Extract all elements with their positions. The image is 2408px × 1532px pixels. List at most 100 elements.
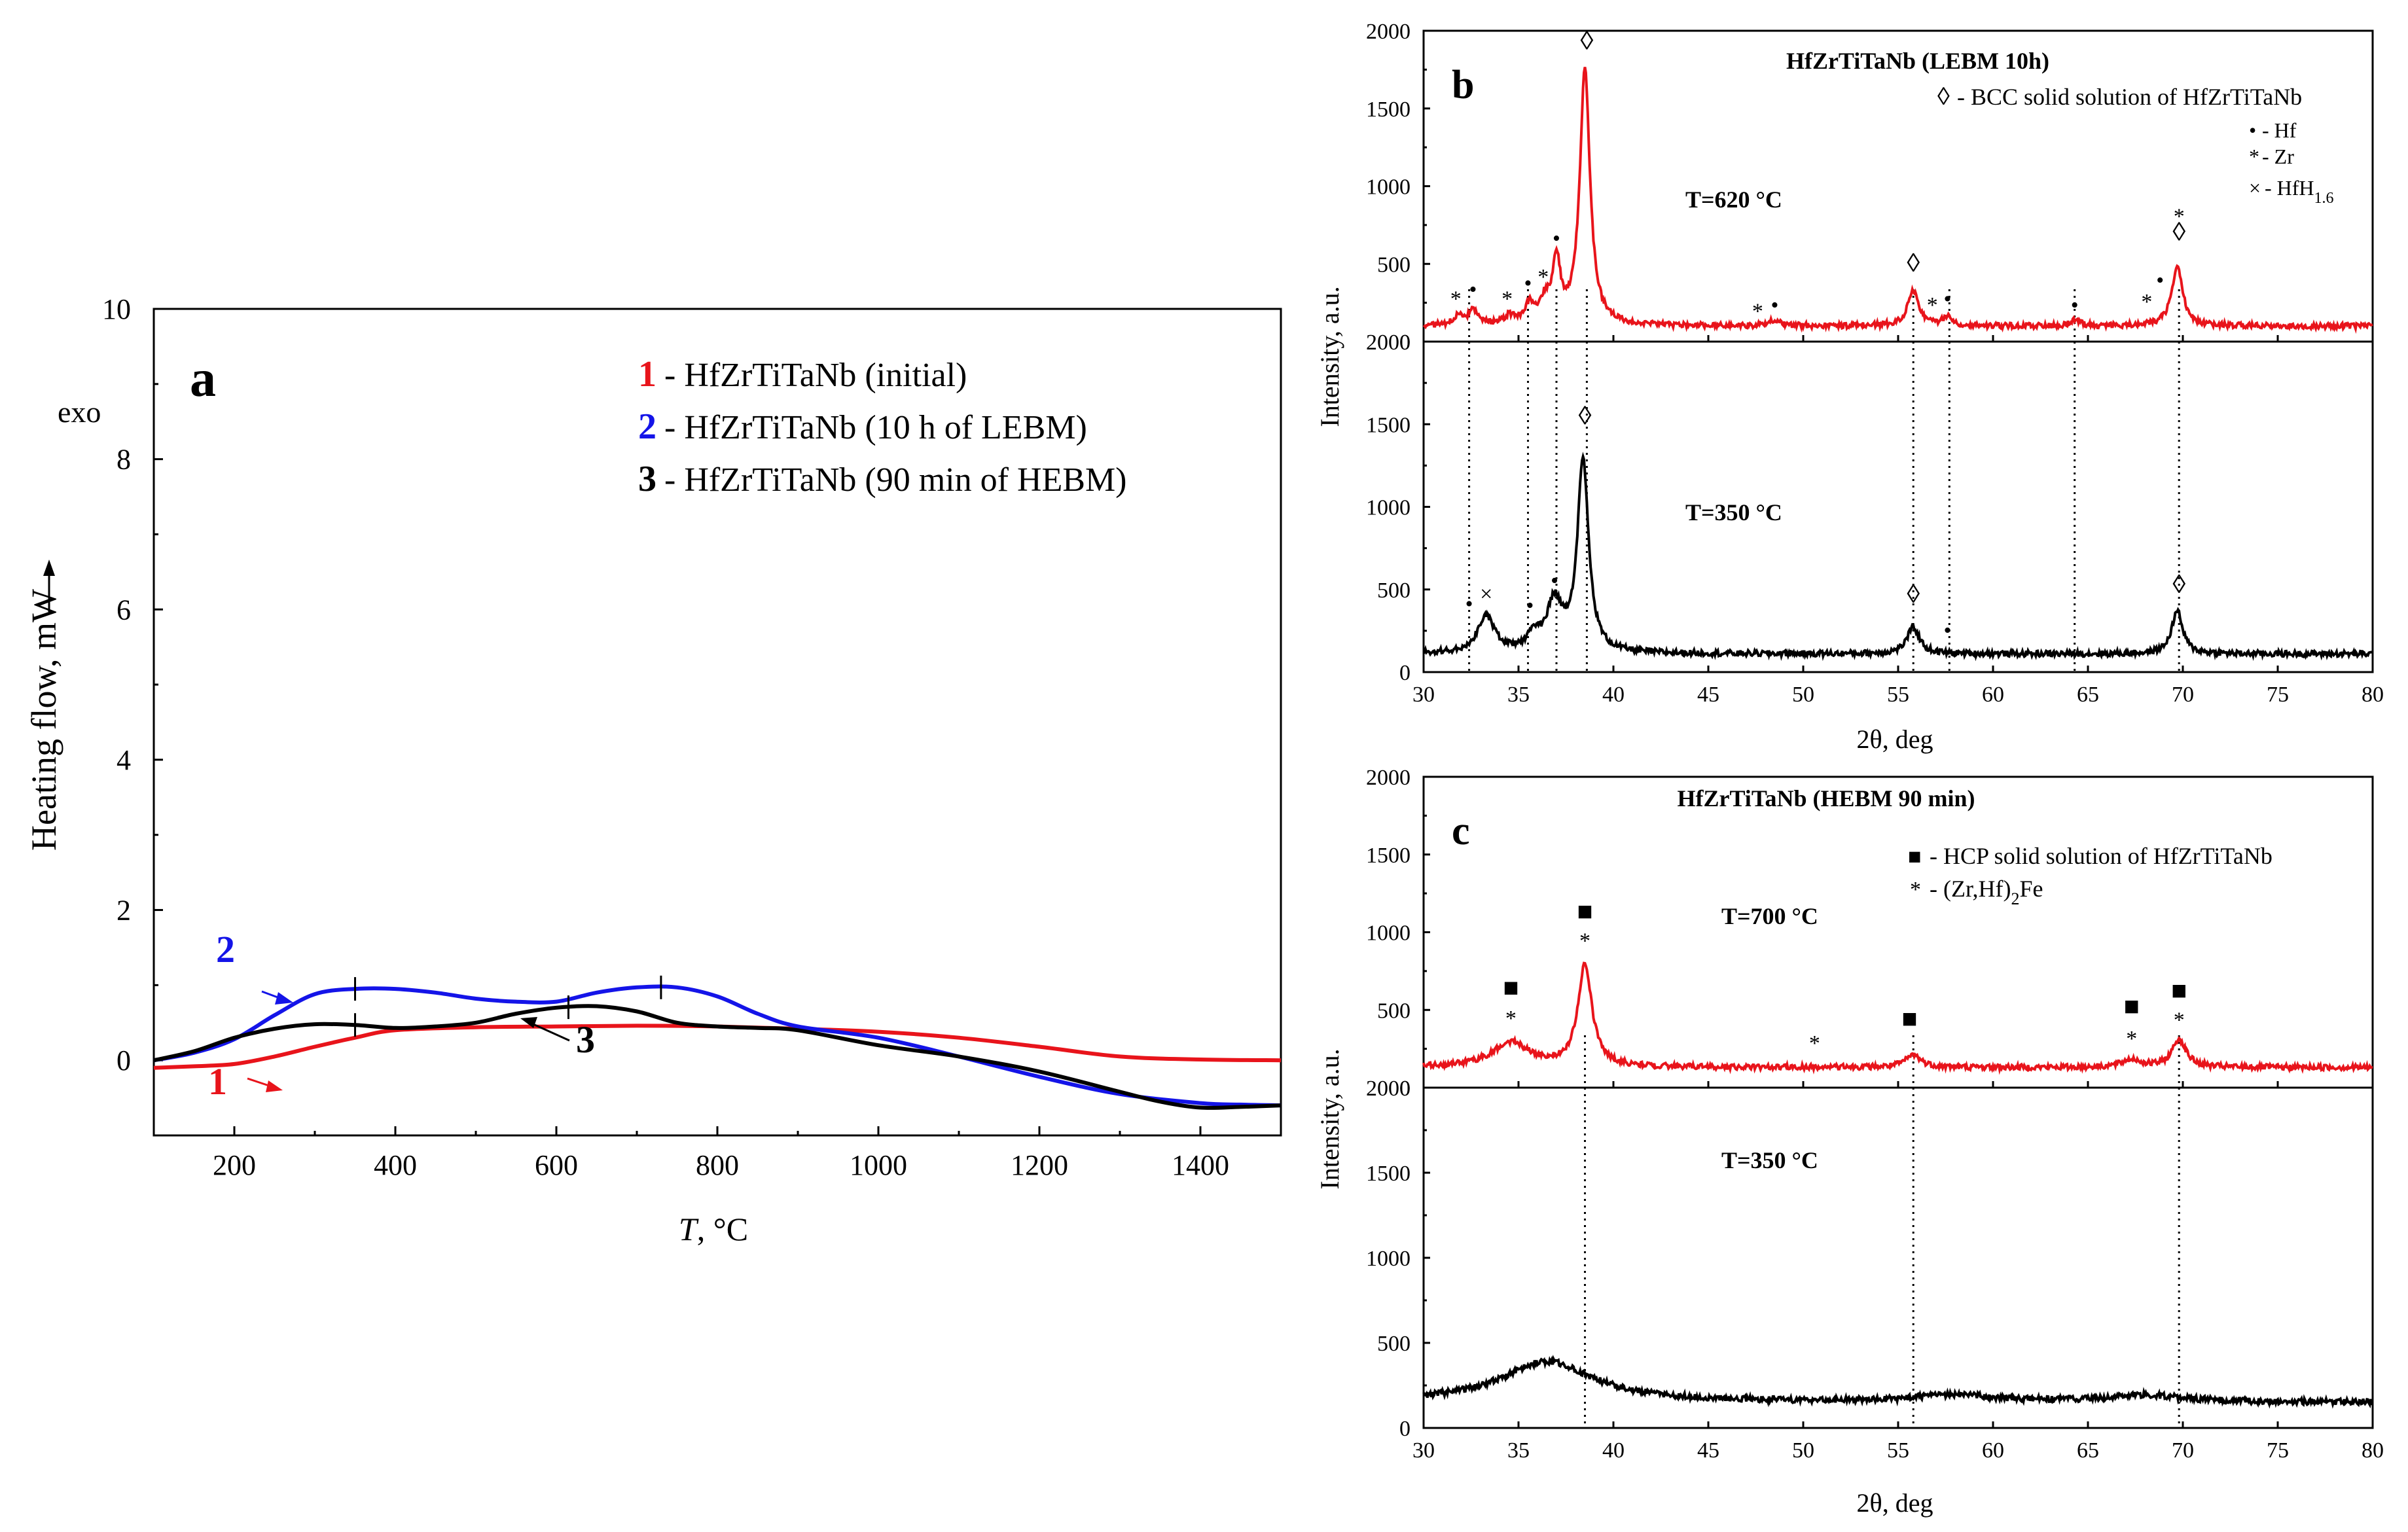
x-tick-label: 1400	[1172, 1149, 1229, 1181]
peak-marker: ◊	[1907, 579, 1920, 609]
peak-marker: ◊	[1581, 26, 1594, 56]
x-tick-label: 80	[2362, 683, 2384, 707]
x-tick-label: 65	[2077, 1438, 2099, 1463]
panel-b-temp-top: T=620 °C	[1685, 187, 1782, 213]
legend-b-symbol-2: •	[2249, 118, 2256, 142]
c-series-1-line	[1422, 1355, 2373, 1409]
y-tick-label: 2000	[1366, 766, 1411, 790]
panel-c-reference-lines	[1584, 1035, 2180, 1428]
x-tick-label: 50	[1792, 683, 1814, 707]
peak-marker: ◊	[1579, 401, 1592, 430]
y-tick-label: 1000	[1366, 496, 1411, 520]
peak-marker: •	[1469, 277, 1477, 302]
panel-c-legend: ■ - HCP solid solution of HfZrTiTaNb * -…	[1908, 843, 2273, 908]
peak-marker: ■	[2124, 991, 2140, 1020]
legend-b-symbol-1: ◊	[1937, 83, 1950, 111]
peak-marker: •	[1465, 592, 1473, 616]
x-tick-label: 60	[1982, 683, 2004, 707]
x-tick-label: 80	[2362, 1438, 2384, 1463]
panel-a-legend: 1 - HfZrTiTaNb (initial) 2 - HfZrTiTaNb …	[638, 354, 1127, 499]
x-tick-label: 30	[1412, 683, 1435, 707]
peak-marker: ■	[2171, 976, 2187, 1005]
x-tick-label: 35	[1507, 683, 1530, 707]
panel-a-xlabel: T, °C	[679, 1211, 748, 1247]
y-tick-label: 4	[117, 744, 131, 776]
curve-arrowhead-1	[266, 1080, 283, 1092]
peak-marker: *	[2174, 1008, 2185, 1032]
x-tick-label: 800	[696, 1149, 739, 1181]
y-tick-label: 500	[1377, 1332, 1411, 1356]
legend-b-text-4: - HfH1.6	[2265, 176, 2334, 207]
x-tick-label: 55	[1887, 683, 1909, 707]
y-tick-label: 2000	[1366, 330, 1411, 355]
x-tick-label: 600	[535, 1149, 578, 1181]
legend-b-symbol-4: ×	[2249, 176, 2261, 200]
y-tick-label: 0	[1399, 1077, 1411, 1101]
panel-b-label: b	[1452, 63, 1474, 107]
x-tick-label: 200	[213, 1149, 256, 1181]
panel-c-label: c	[1452, 809, 1470, 853]
curve-arrowhead-3	[520, 1017, 537, 1028]
x-tick-label: 70	[2172, 683, 2194, 707]
legend-b-text-1: - BCC solid solution of HfZrTiTaNb	[1957, 84, 2302, 110]
series-1-line	[153, 1024, 1282, 1070]
b-series-0-line	[1422, 67, 2373, 334]
legend-a-text-1: - HfZrTiTaNb (initial)	[664, 357, 967, 394]
peak-marker: ◊	[1907, 248, 1920, 277]
y-tick-label: 1500	[1366, 844, 1411, 868]
x-tick-label: 70	[2172, 1438, 2194, 1463]
legend-b-text-3: - Zr	[2262, 145, 2294, 168]
panel-b-xlabel: 2θ, deg	[1857, 724, 1933, 754]
peak-marker: *	[2126, 1027, 2137, 1051]
peak-marker: •	[1771, 293, 1779, 317]
panel-b-series	[1422, 67, 2373, 662]
panel-c-temp-bottom: T=350 °C	[1721, 1147, 1818, 1173]
series-2-line	[153, 984, 1282, 1108]
peak-marker: ■	[1901, 1003, 1917, 1033]
x-tick-label: 75	[2267, 1438, 2289, 1463]
peak-marker: •	[1943, 287, 1951, 311]
panel-b-peak-markers: ◊◊◊** • *• *•* • * • • *•◊◊ ◊• × •••	[1450, 26, 2186, 643]
x-tick-label: 1000	[850, 1149, 907, 1181]
peak-marker: *	[1927, 293, 1938, 317]
legend-c-text-2: - (Zr,Hf)2Fe	[1930, 876, 2043, 908]
legend-c-text-1: - HCP solid solution of HfZrTiTaNb	[1930, 843, 2273, 869]
panel-a-exo-arrowhead	[43, 560, 55, 576]
panel-a-exo-label: exo	[58, 395, 101, 429]
c-subplot-frame	[1422, 1086, 2374, 1429]
curve-arrowhead-2	[275, 992, 293, 1005]
peak-marker: •	[2156, 268, 2164, 293]
panel-c-title: HfZrTiTaNb (HEBM 90 min)	[1677, 785, 1975, 811]
panel-b-ylabel: Intensity, a.u.	[1315, 286, 1344, 427]
x-tick-label: 60	[1982, 1438, 2004, 1463]
panel-a-label: a	[190, 350, 216, 408]
panel-c-ylabel: Intensity, a.u.	[1315, 1048, 1344, 1189]
y-tick-label: 0	[1399, 330, 1411, 355]
b-subplot-frame	[1422, 340, 2374, 673]
series-3-line	[153, 1004, 1282, 1110]
b-subplot-frame	[1422, 29, 2374, 343]
peak-marker: •	[2071, 293, 2079, 317]
y-tick-label: 1000	[1366, 1247, 1411, 1271]
x-tick-label: 1200	[1011, 1149, 1068, 1181]
peak-marker: *	[1752, 299, 1763, 323]
peak-marker: *	[2174, 205, 2185, 229]
x-tick-label: 40	[1602, 1438, 1625, 1463]
y-tick-label: 1000	[1366, 175, 1411, 200]
panel-a-ylabel: Heating flow, mW	[24, 589, 63, 851]
x-tick-label: 35	[1507, 1438, 1530, 1463]
y-tick-label: 0	[1399, 661, 1411, 685]
peak-marker: ■	[1577, 897, 1592, 926]
y-tick-label: 500	[1377, 999, 1411, 1023]
x-tick-label: 50	[1792, 1438, 1814, 1463]
b-series-1-line	[1422, 452, 2373, 662]
panel-b-title: HfZrTiTaNb (LEBM 10h)	[1786, 48, 2049, 74]
y-tick-label: 1500	[1366, 98, 1411, 122]
y-tick-label: 10	[102, 293, 131, 325]
legend-a-num-3: 3	[638, 459, 656, 499]
panel-c-xlabel: 2θ, deg	[1857, 1488, 1933, 1518]
c-subplot-frame	[1422, 775, 2374, 1089]
peak-marker: *	[1537, 265, 1549, 289]
legend-a-text-2: - HfZrTiTaNb (10 h of LEBM)	[664, 409, 1087, 446]
